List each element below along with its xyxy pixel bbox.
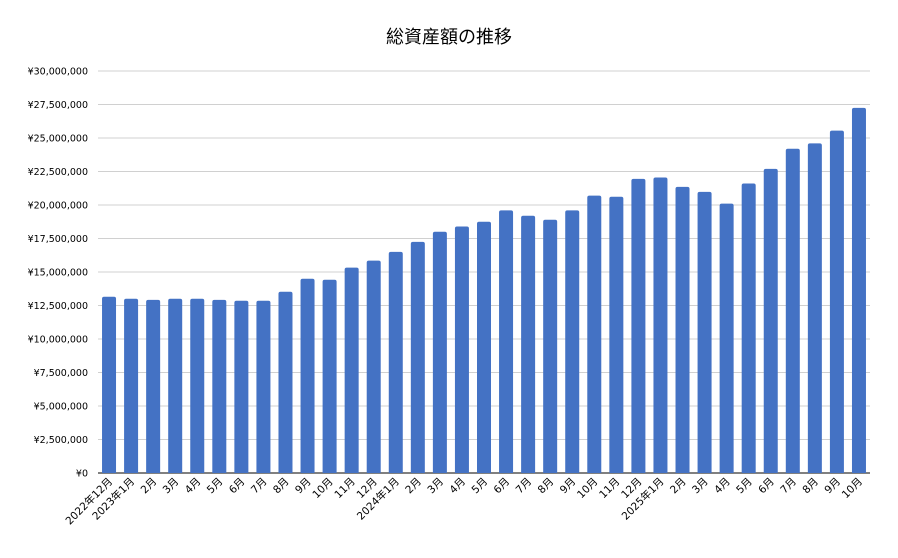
x-tick-label: 5月: [469, 476, 490, 497]
bar: [543, 219, 558, 473]
bar: [190, 298, 205, 473]
x-tick-label: 11月: [597, 476, 622, 501]
bar: [102, 296, 117, 473]
bar: [300, 278, 315, 473]
x-tick-label: 8月: [800, 476, 821, 497]
bar: [741, 183, 756, 473]
bar: [256, 300, 271, 473]
x-tick-label: 7月: [514, 476, 535, 497]
bar: [454, 226, 469, 473]
bar: [719, 203, 734, 473]
x-tick-label: 3月: [425, 476, 446, 497]
bar: [388, 251, 403, 473]
bar: [477, 221, 491, 473]
bar: [851, 107, 866, 473]
x-tick-label: 2月: [139, 476, 160, 497]
bar: [499, 210, 514, 474]
x-tick-label: 2月: [403, 476, 424, 497]
x-tick-label: 5月: [205, 476, 226, 497]
x-tick-label: 6月: [227, 476, 248, 497]
x-tick-label: 7月: [778, 476, 799, 497]
bar: [124, 298, 139, 473]
x-tick-label: 10月: [310, 476, 335, 501]
bar: [609, 196, 624, 473]
bar: [322, 279, 337, 473]
bar: [697, 191, 712, 474]
bar: [587, 195, 602, 473]
bar: [234, 300, 249, 473]
bar: [432, 231, 447, 473]
x-tick-label: 11月: [332, 476, 357, 501]
x-tick-label: 6月: [492, 476, 513, 497]
bar: [344, 267, 359, 473]
x-tick-label: 10月: [575, 476, 600, 501]
bar: [168, 298, 183, 473]
y-tick-label: ¥25,000,000: [28, 134, 88, 145]
x-tick-label: 8月: [536, 476, 557, 497]
y-tick-label: ¥15,000,000: [28, 268, 88, 279]
y-tick-label: ¥0: [76, 469, 88, 480]
bar: [146, 299, 161, 473]
x-tick-label: 3月: [161, 476, 182, 497]
y-tick-label: ¥20,000,000: [28, 201, 88, 212]
bar: [807, 143, 822, 474]
x-tick-label: 4月: [447, 476, 468, 497]
bar: [212, 299, 227, 473]
x-tick-label: 3月: [690, 476, 711, 497]
x-tick-label: 2月: [668, 476, 689, 497]
x-tick-label: 4月: [183, 476, 204, 497]
bar: [565, 210, 580, 474]
x-tick-label: 7月: [249, 476, 270, 497]
y-tick-label: ¥2,500,000: [34, 435, 88, 446]
y-tick-label: ¥22,500,000: [28, 167, 88, 178]
bar: [785, 148, 800, 473]
y-tick-label: ¥7,500,000: [34, 368, 88, 379]
x-tick-label: 10月: [840, 476, 865, 501]
x-tick-label: 4月: [712, 476, 733, 497]
bar: [366, 260, 381, 473]
y-tick-label: ¥10,000,000: [28, 335, 88, 346]
bar: [829, 130, 844, 473]
bar: [521, 215, 536, 473]
x-tick-label: 5月: [734, 476, 755, 497]
bar: [410, 241, 425, 473]
chart-title: 総資産額の推移: [386, 27, 512, 48]
x-tick-label: 8月: [271, 476, 292, 497]
y-tick-label: ¥30,000,000: [28, 67, 88, 78]
bar: [653, 177, 668, 473]
y-tick-label: ¥17,500,000: [28, 234, 88, 245]
x-tick-label: 6月: [756, 476, 777, 497]
bar: [631, 178, 646, 473]
bar: [278, 291, 293, 473]
y-tick-label: ¥12,500,000: [28, 301, 88, 312]
y-tick-label: ¥5,000,000: [34, 402, 88, 413]
bar: [675, 186, 690, 473]
bar: [763, 168, 778, 473]
y-tick-label: ¥27,500,000: [28, 100, 88, 111]
